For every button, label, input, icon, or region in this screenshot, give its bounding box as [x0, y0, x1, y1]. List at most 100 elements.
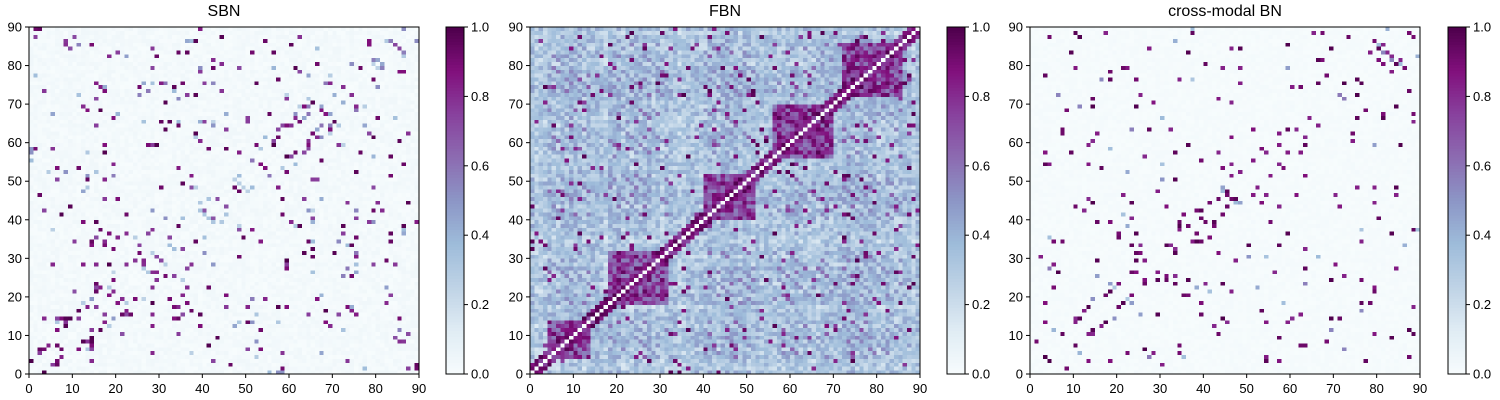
- heatmap-cell: [146, 358, 151, 363]
- heatmap-cell: [76, 242, 82, 248]
- heatmap-cell: [94, 316, 99, 321]
- heatmap-cell: [250, 304, 255, 309]
- heatmap-cell: [154, 231, 160, 236]
- heatmap-cell: [271, 246, 277, 251]
- heatmap-cell: [76, 185, 82, 190]
- heatmap-cell: [328, 354, 333, 359]
- heatmap-cell: [406, 242, 411, 248]
- heatmap-cell: [271, 350, 277, 356]
- heatmap-cell: [133, 258, 138, 263]
- heatmap-cell: [380, 358, 385, 363]
- heatmap-cell: [211, 343, 216, 348]
- heatmap-cell: [410, 273, 416, 278]
- heatmap-cell: [111, 188, 117, 194]
- heatmap-cell: [388, 212, 394, 217]
- heatmap-cell: [336, 258, 342, 263]
- heatmap-cell: [167, 285, 173, 290]
- heatmap-cell: [128, 223, 134, 228]
- heatmap-cell: [176, 165, 182, 171]
- heatmap-cell: [297, 188, 303, 194]
- heatmap-cell: [111, 177, 117, 182]
- heatmap-cell: [202, 219, 208, 224]
- heatmap-cell: [81, 242, 86, 248]
- heatmap-cell: [150, 273, 156, 278]
- heatmap-cell: [375, 293, 381, 298]
- heatmap-cell: [50, 223, 56, 228]
- heatmap-cell: [232, 188, 238, 194]
- heatmap-cell: [189, 239, 195, 244]
- heatmap-cell: [388, 343, 394, 348]
- heatmap-cell: [94, 200, 99, 205]
- heatmap-cell: [124, 350, 130, 356]
- heatmap-cell: [63, 181, 69, 186]
- heatmap-cell: [341, 173, 346, 178]
- heatmap-cell: [297, 250, 303, 255]
- heatmap-cell: [323, 285, 329, 290]
- heatmap-cell: [401, 327, 407, 332]
- heatmap-cell: [46, 215, 52, 221]
- heatmap-cell: [384, 331, 390, 336]
- heatmap-cell: [115, 304, 121, 309]
- heatmap-cell: [297, 350, 303, 356]
- heatmap-cell: [198, 223, 203, 228]
- heatmap-cell: [224, 296, 229, 302]
- heatmap-cell: [258, 331, 264, 336]
- heatmap-cell: [85, 158, 91, 163]
- heatmap-cell: [111, 281, 117, 286]
- heatmap-cell: [50, 289, 56, 294]
- heatmap-cell: [219, 196, 225, 201]
- heatmap-cell: [263, 250, 268, 255]
- heatmap-cell: [115, 169, 121, 174]
- heatmap-cell: [133, 308, 138, 313]
- heatmap-cell: [185, 254, 190, 259]
- heatmap-cell: [271, 300, 277, 305]
- heatmap-cell: [120, 258, 125, 263]
- heatmap-cell: [267, 266, 273, 271]
- heatmap-cell: [375, 250, 381, 255]
- heatmap-cell: [393, 177, 398, 182]
- heatmap-cell: [29, 177, 34, 182]
- heatmap-cell: [89, 158, 95, 163]
- heatmap-cell: [406, 323, 411, 329]
- heatmap-cell: [115, 320, 121, 325]
- heatmap-cell: [72, 212, 78, 217]
- heatmap-cell: [397, 181, 403, 186]
- heatmap-cell: [302, 227, 307, 232]
- heatmap-cell: [124, 161, 130, 167]
- heatmap-cell: [276, 366, 281, 371]
- heatmap-cell: [319, 212, 325, 217]
- heatmap-cell: [258, 200, 264, 205]
- heatmap-cell: [37, 354, 43, 359]
- heatmap-cell: [146, 308, 151, 313]
- heatmap-cell: [310, 269, 316, 275]
- heatmap-cell: [245, 192, 251, 197]
- heatmap-cell: [172, 354, 177, 359]
- heatmap-cell: [237, 208, 242, 213]
- heatmap-cell: [185, 370, 190, 375]
- heatmap-cell: [332, 246, 338, 251]
- heatmap-cell: [397, 316, 403, 321]
- heatmap-cell: [102, 285, 108, 290]
- heatmap-cell: [146, 239, 151, 244]
- heatmap-cell: [202, 362, 208, 367]
- heatmap-cell: [159, 320, 164, 325]
- heatmap-cell: [68, 185, 73, 190]
- heatmap-cell: [263, 266, 268, 271]
- heatmap-cell: [107, 308, 112, 313]
- heatmap-cell: [185, 161, 190, 167]
- heatmap-cell: [98, 308, 104, 313]
- heatmap-cell: [375, 239, 381, 244]
- heatmap-cell: [328, 250, 333, 255]
- heatmap-cell: [232, 219, 238, 224]
- heatmap-cell: [254, 350, 260, 356]
- heatmap-cell: [328, 358, 333, 363]
- heatmap-cell: [315, 300, 320, 305]
- heatmap-cell: [367, 327, 372, 332]
- heatmap-cell: [94, 250, 99, 255]
- heatmap-cell: [267, 185, 273, 190]
- heatmap-cell: [354, 362, 359, 367]
- heatmap-cell: [42, 327, 47, 332]
- heatmap-cell: [141, 208, 147, 213]
- heatmap-cell: [68, 246, 73, 251]
